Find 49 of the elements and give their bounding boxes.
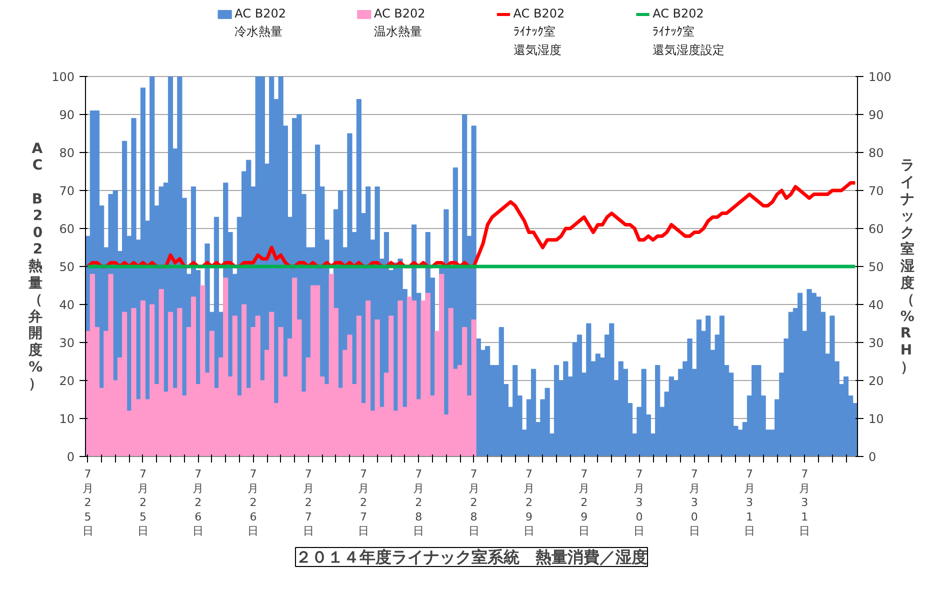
legend-label: AC B202 温水熱量 bbox=[374, 6, 426, 39]
bar bbox=[190, 296, 196, 456]
y2-tick-label: 80 bbox=[868, 146, 884, 160]
y-tick-label: 40 bbox=[59, 298, 75, 312]
bar bbox=[241, 304, 247, 456]
y-tick-label: 20 bbox=[59, 374, 75, 388]
x-tick-label: 7月31日 bbox=[799, 468, 810, 538]
bar bbox=[530, 368, 536, 456]
y-tick-label: 30 bbox=[59, 336, 75, 350]
x-tick-label: 7月26日 bbox=[192, 468, 204, 538]
y-tick-label: 60 bbox=[59, 222, 75, 236]
y2-tick-label: 90 bbox=[868, 108, 884, 122]
x-tick-label: 7月30日 bbox=[634, 468, 645, 538]
y2-tick-label: 40 bbox=[868, 298, 884, 312]
bar bbox=[168, 312, 174, 456]
x-tick-label: 7月25日 bbox=[82, 468, 94, 538]
x-tick-label: 7月27日 bbox=[358, 468, 370, 538]
y2-tick-label: 10 bbox=[868, 412, 884, 426]
x-tick-label: 7月28日 bbox=[413, 468, 424, 538]
x-tick-label: 7月25日 bbox=[137, 468, 148, 538]
x-tick-label: 7月29日 bbox=[523, 468, 534, 538]
x-tick-label: 7月26日 bbox=[248, 468, 259, 538]
text: AC B202熱量（弁開度%） bbox=[28, 140, 43, 392]
y-tick-label: 80 bbox=[59, 146, 75, 160]
y2-tick-label: 0 bbox=[868, 450, 876, 464]
x-tick-label: 7月31日 bbox=[744, 468, 756, 538]
y-tick-label: 0 bbox=[66, 450, 75, 464]
y2-tick-label: 30 bbox=[868, 336, 884, 350]
y2-tick-label: 100 bbox=[868, 70, 892, 84]
y-tick-label: 90 bbox=[59, 108, 75, 122]
y2-tick-label: 50 bbox=[868, 260, 884, 274]
bar bbox=[576, 334, 582, 456]
y-tick-label: 100 bbox=[52, 70, 74, 84]
y2-tick-label: 70 bbox=[868, 184, 884, 198]
text: ライナック室湿度（%RH） bbox=[900, 158, 914, 376]
y-tick-label: 70 bbox=[59, 184, 75, 198]
x-tick-label: 7月28日 bbox=[468, 468, 480, 538]
y2-tick-label: 20 bbox=[868, 374, 884, 388]
x-tick-label: 7月30日 bbox=[688, 468, 700, 538]
y2-tick-label: 60 bbox=[868, 222, 884, 236]
legend-label: AC B202 ﾗｲﾅｯｸ室還気湿度 bbox=[513, 6, 565, 57]
legend-label: AC B202 冷水熱量 bbox=[234, 6, 286, 39]
legend-label: AC B202 ﾗｲﾅｯｸ室還気湿度設定 bbox=[652, 6, 725, 57]
x-tick-label: 7月27日 bbox=[302, 468, 314, 538]
y-tick-label: 50 bbox=[59, 260, 75, 274]
x-tick-label: 7月29日 bbox=[578, 468, 590, 538]
text: ２０１４年度ライナック室系統 熱量消費／湿度 bbox=[296, 548, 648, 566]
y-tick-label: 10 bbox=[59, 412, 75, 426]
bar bbox=[843, 376, 849, 456]
